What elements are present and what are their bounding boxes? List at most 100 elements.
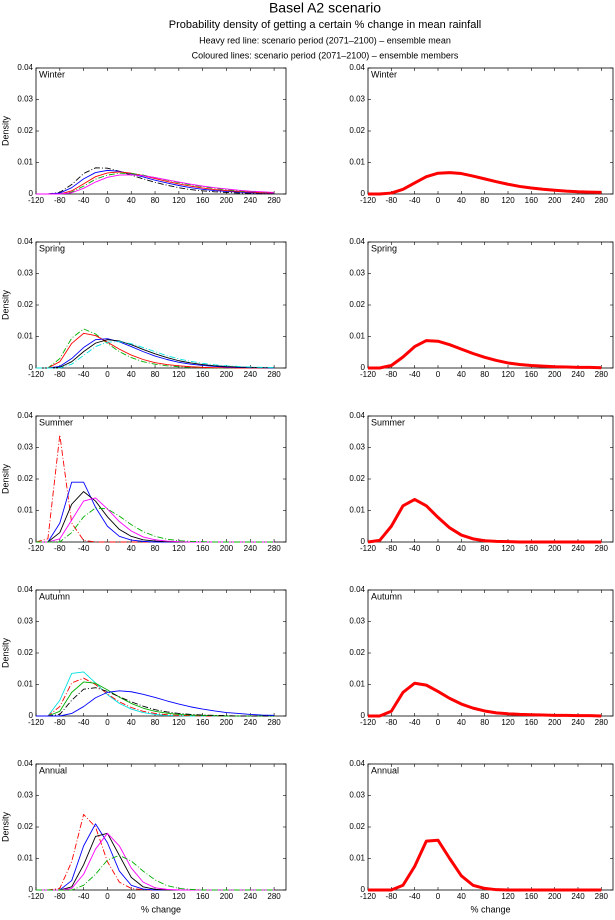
- x-tick-label: 40: [127, 718, 136, 727]
- panel-label: Autumn: [371, 591, 402, 601]
- y-tick-label: 0.04: [349, 237, 365, 246]
- y-tick-label: 0: [361, 363, 366, 372]
- y-tick-label: 0: [29, 189, 34, 198]
- y-tick-label: 0: [29, 363, 34, 372]
- y-tick-label: 0: [361, 189, 366, 198]
- density-line: [36, 169, 275, 195]
- density-line: [36, 823, 275, 891]
- x-tick-label: 200: [548, 196, 562, 205]
- x-tick-label: 80: [151, 544, 160, 553]
- density-line: [367, 497, 602, 544]
- x-tick-label: 160: [525, 718, 539, 727]
- x-tick-label: 120: [501, 370, 515, 379]
- x-tick-label: -120: [28, 196, 45, 205]
- x-tick-label: 280: [595, 196, 609, 205]
- density-line: [368, 838, 602, 892]
- density-line: [36, 677, 275, 717]
- x-tick-label: 240: [571, 718, 585, 727]
- x-tick-label: -120: [360, 718, 377, 727]
- x-tick-label: 0: [105, 718, 110, 727]
- x-tick-label: -80: [386, 718, 398, 727]
- y-tick-label: 0.03: [349, 617, 365, 626]
- density-line: [36, 690, 275, 717]
- x-tick-label: 40: [457, 196, 466, 205]
- density-line: [36, 491, 275, 543]
- y-tick-label: 0.01: [17, 332, 33, 341]
- x-tick-label: 0: [105, 892, 110, 901]
- density-line: [36, 832, 275, 891]
- x-tick-label: 200: [548, 718, 562, 727]
- x-tick-label: 240: [571, 196, 585, 205]
- x-tick-label: 160: [196, 544, 210, 553]
- plot-frame: [367, 415, 614, 543]
- x-tick-label: 280: [595, 544, 609, 553]
- plot-frame: [35, 589, 287, 717]
- x-tick-label: 80: [151, 196, 160, 205]
- x-tick-label: -80: [386, 544, 398, 553]
- y-tick-label: 0: [29, 711, 34, 720]
- x-tick-label: 200: [548, 892, 562, 901]
- y-tick-label: 0.03: [349, 443, 365, 452]
- panel-label: Autumn: [39, 591, 70, 601]
- y-tick-label: 0.04: [17, 585, 33, 594]
- x-tick-label: 240: [571, 892, 585, 901]
- x-tick-label: 120: [501, 892, 515, 901]
- x-tick-label: 0: [105, 370, 110, 379]
- x-tick-label: 280: [267, 196, 281, 205]
- y-tick-label: 0.01: [17, 506, 33, 515]
- x-tick-label: -120: [360, 370, 377, 379]
- x-tick-label: 160: [525, 196, 539, 205]
- y-tick-label: 0.03: [349, 791, 365, 800]
- y-tick-label: 0.04: [349, 759, 365, 768]
- y-axis-label: Density: [0, 637, 10, 668]
- y-tick-label: 0.02: [349, 474, 365, 483]
- density-line: [368, 681, 602, 718]
- x-tick-label: -120: [28, 544, 45, 553]
- y-tick-label: 0.01: [349, 332, 365, 341]
- density-line: [36, 832, 275, 891]
- y-tick-label: 0.04: [349, 63, 365, 72]
- plot-frame: [367, 589, 614, 717]
- x-tick-label: -80: [386, 370, 398, 379]
- x-tick-label: 280: [595, 370, 609, 379]
- x-tick-label: -120: [360, 544, 377, 553]
- y-tick-label: 0.02: [17, 474, 33, 483]
- x-tick-label: 120: [172, 892, 186, 901]
- figure-note: Heavy red line: scenario period (2071–21…: [199, 35, 451, 45]
- x-tick-label: 160: [196, 196, 210, 205]
- y-tick-label: 0.01: [349, 854, 365, 863]
- x-tick-label: 40: [127, 196, 136, 205]
- plot-frame: [367, 763, 614, 891]
- x-tick-label: 160: [525, 892, 539, 901]
- panel-label: Summer: [39, 417, 73, 427]
- x-tick-label: 280: [595, 892, 609, 901]
- density-line: [368, 171, 602, 196]
- y-tick-label: 0.01: [17, 854, 33, 863]
- x-axis-label: % change: [141, 904, 181, 914]
- x-tick-label: -120: [28, 718, 45, 727]
- x-tick-label: -80: [54, 544, 66, 553]
- panel-label: Spring: [39, 243, 65, 253]
- x-tick-label: -80: [54, 718, 66, 727]
- y-tick-label: 0.01: [17, 158, 33, 167]
- x-tick-label: 80: [480, 370, 489, 379]
- x-tick-label: -120: [28, 892, 45, 901]
- plot-frame: [35, 415, 287, 543]
- x-tick-label: -40: [409, 544, 421, 553]
- x-tick-label: 0: [436, 544, 441, 553]
- x-tick-label: 120: [501, 544, 515, 553]
- density-line: [36, 332, 275, 369]
- x-tick-label: 160: [525, 370, 539, 379]
- x-tick-label: -40: [409, 892, 421, 901]
- y-tick-label: 0.03: [17, 269, 33, 278]
- y-tick-label: 0.04: [349, 411, 365, 420]
- x-tick-label: 200: [220, 370, 234, 379]
- density-line: [368, 339, 602, 370]
- x-tick-label: 120: [501, 196, 515, 205]
- x-tick-label: -40: [78, 892, 90, 901]
- x-tick-label: 40: [457, 370, 466, 379]
- y-tick-label: 0.04: [17, 759, 33, 768]
- x-tick-label: 80: [151, 892, 160, 901]
- x-tick-label: -40: [78, 718, 90, 727]
